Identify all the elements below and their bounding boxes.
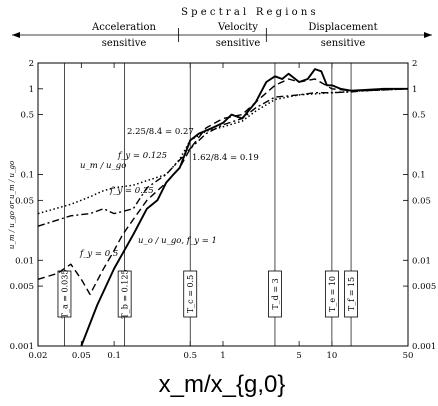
period-label-box	[268, 270, 282, 318]
region-label-displacement: Displacement	[308, 22, 377, 33]
x-tick-label: 0.1	[107, 351, 121, 361]
period-label: T_c = 0.5	[186, 275, 195, 313]
x-tick-label: 0.5	[183, 351, 197, 361]
y-tick-label: 0.5	[20, 111, 34, 121]
annotation-ratio-019: 1.62/8.4 = 0.19	[192, 153, 259, 163]
series-dashdot-line	[37, 88, 409, 227]
region-sub-displacement: sensitive	[321, 38, 366, 49]
period-label: T_e = 10	[328, 276, 337, 312]
y-tick-label: 0.001	[10, 342, 34, 352]
x-tick-label: 10	[326, 351, 337, 361]
regions-header: Spectral Regions Acceleration sensitive …	[12, 7, 432, 49]
data-series	[37, 68, 409, 347]
region-sub-velocity: sensitive	[216, 38, 261, 49]
y-tick-label-right: 0.5	[412, 111, 426, 121]
y-tick-label-right: 0.05	[412, 196, 431, 206]
x-tick-label: 5	[296, 351, 301, 361]
y-tick-label: 0.005	[10, 282, 34, 292]
annotation-uo-ugo: u_o / u_go, f_y = 1	[138, 236, 217, 246]
x-tick-label: 0.05	[72, 351, 91, 361]
x-tick-label: 1	[220, 351, 225, 361]
annotation-um-ugo: u_m / u_go	[80, 161, 126, 171]
period-lines: T_a = 0.035 T_b = 0.125 T_c = 0.5 T_d = 3 T_…	[57, 63, 358, 346]
period-label: T_b = 0.125	[121, 269, 130, 318]
period-label: T_a = 0.035	[60, 270, 69, 319]
period-label-box	[57, 270, 72, 318]
chart-title: Spectral Regions	[181, 7, 319, 18]
y-tick-label-right: 0.1	[412, 171, 426, 181]
y-tick-label-right: 0.01	[412, 256, 431, 266]
y-tick-label: 2	[29, 59, 34, 69]
axis-ticks: 0.02 0.05 0.1 0.5 1 5 10 50 2 2 1 1 0.5 0.5 0.1 0.1 0.05…	[10, 59, 437, 361]
x-axis-label: x_m/x_{g,0}	[159, 371, 286, 398]
period-label-box	[344, 270, 358, 318]
y-tick-label: 0.01	[15, 256, 34, 266]
x-tick-label: 0.02	[29, 351, 48, 361]
y-tick-label-right: 0.001	[412, 342, 436, 352]
y-tick-label: 0.1	[20, 171, 34, 181]
series-dotted-line	[37, 88, 409, 215]
region-label-velocity: Velocity	[217, 22, 258, 33]
period-label-box	[324, 270, 339, 318]
x-tick-label: 50	[403, 351, 414, 361]
y-tick-label: 1	[29, 85, 34, 95]
annotation-ratio-027: 2.25/8.4 = 0.27	[127, 127, 194, 137]
series-dashed-line	[37, 78, 409, 296]
annotation-fy-0125: f_y = 0.125	[117, 151, 167, 161]
region-arrow-left-head	[12, 32, 20, 38]
y-tick-label-right: 2	[412, 59, 417, 69]
annotation-fy-05: f_y = 0.5	[79, 249, 118, 259]
period-label-box	[183, 270, 198, 318]
y-axis-label: u_m / u_go or u_m / u_go	[8, 161, 16, 249]
curve-annotations: 2.25/8.4 = 0.27 1.62/8.4 = 0.19 u_m / u_…	[79, 127, 259, 259]
y-tick-label-right: 1	[412, 85, 417, 95]
period-label: T_d = 3	[271, 278, 280, 309]
region-sub-acceleration: sensitive	[102, 38, 147, 49]
region-label-acceleration: Acceleration	[91, 22, 156, 33]
annotation-fy-025: f_y = 0.25	[109, 186, 154, 196]
period-label: T_f = 15	[347, 277, 356, 311]
region-arrow-right-head	[424, 32, 432, 38]
y-tick-label-right: 0.005	[412, 282, 436, 292]
period-label-box	[117, 270, 132, 318]
y-tick-label: 0.05	[15, 196, 34, 206]
